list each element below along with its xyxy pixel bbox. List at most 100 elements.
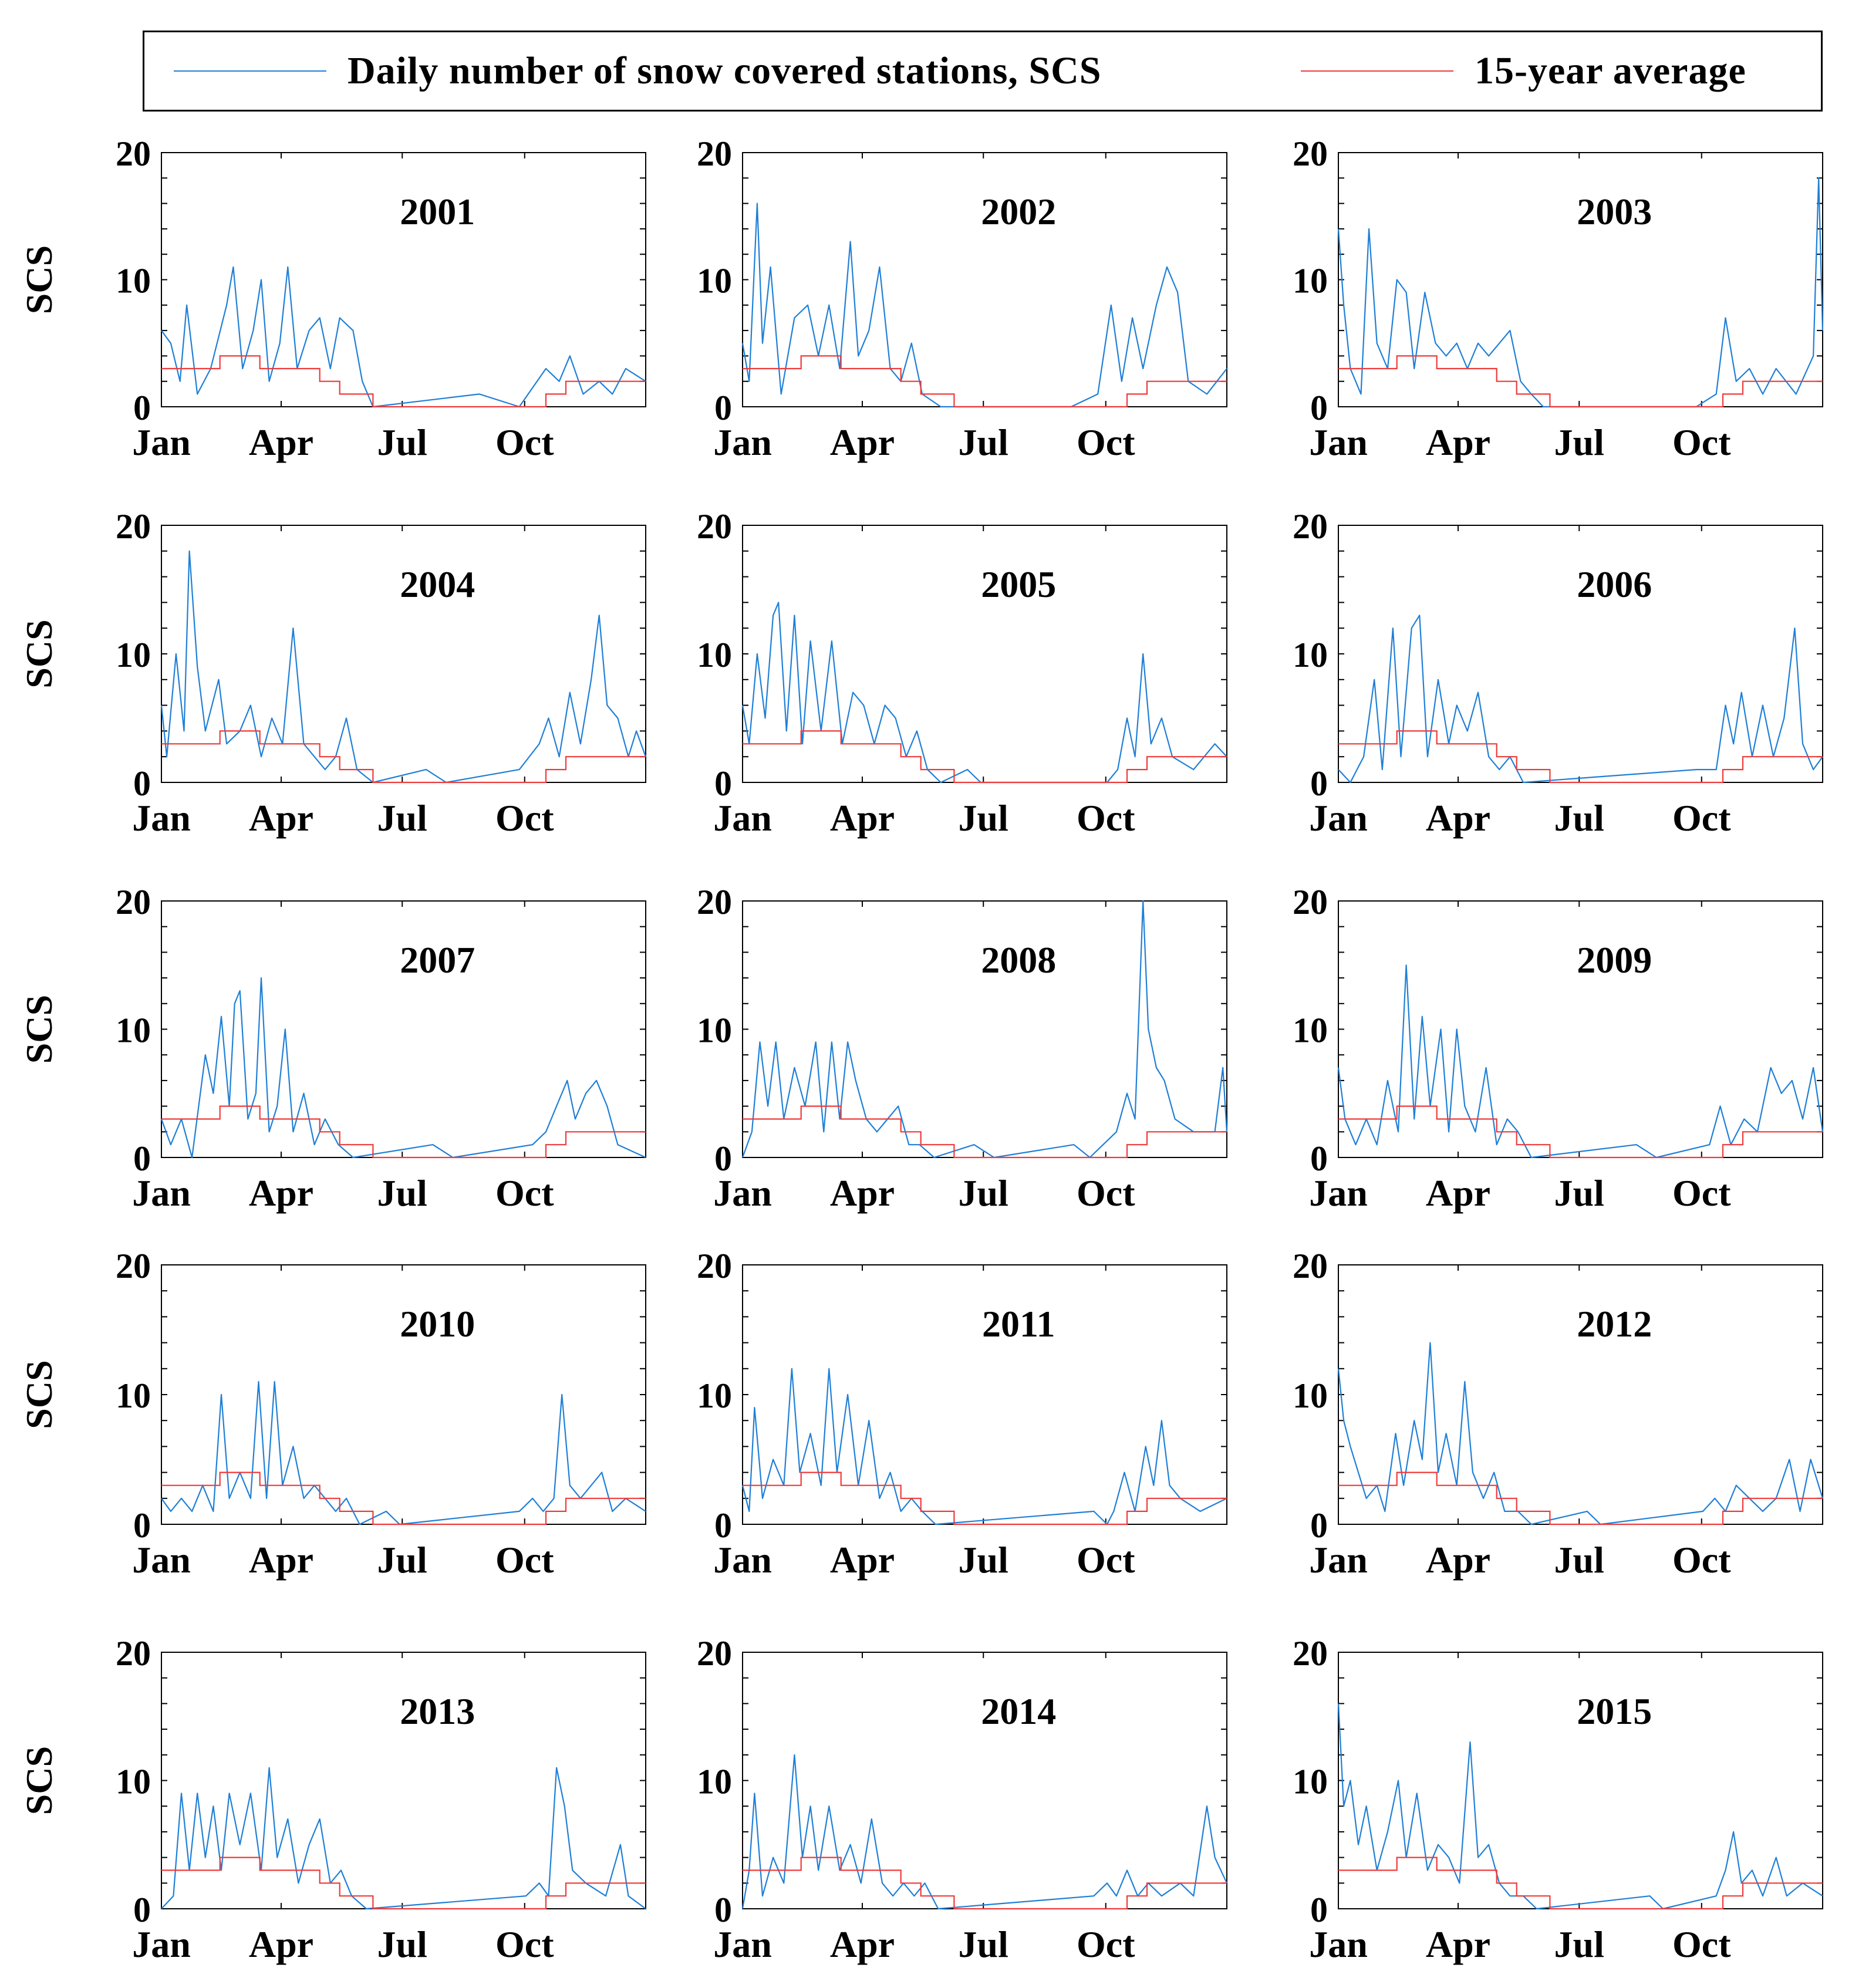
panel-2014: 0 10 20 Jan Apr Jul Oct 2014 [697,1634,1227,1965]
panel-2009: 0 10 20 Jan Apr Jul Oct 2009 [1293,883,1824,1214]
panel-2013: 0 10 20 Jan Apr Jul Oct 2013 SCS [18,1634,646,1965]
x-tick-label: Oct [1077,797,1135,839]
panel-year-label: 2001 [400,191,475,232]
y-tick-label: 0 [133,1139,151,1178]
panel-year-label: 2011 [982,1303,1055,1345]
series-average-line [161,730,646,784]
x-tick-label: Oct [1672,1539,1731,1581]
series-daily-line [741,1368,1227,1525]
y-tick-label: 0 [1310,1139,1328,1178]
y-tick-label: 20 [1293,1247,1328,1285]
x-tick-label: Jul [1554,1172,1604,1214]
series-average-line [743,1471,1227,1525]
legend-label-average: 15-year average [1475,49,1746,92]
series-average-line [743,730,1227,784]
y-tick-label: 20 [1293,134,1328,173]
x-tick-label: Oct [1077,1172,1135,1214]
x-tick-label: Jan [132,797,191,839]
panel-2001: 0 10 20 Jan Apr Jul Oct 2001 SCS [18,134,646,463]
x-tick-label: Jan [713,421,772,463]
x-tick-label: Oct [1672,797,1731,839]
y-axis-title: SCS [18,619,60,688]
y-tick-label: 10 [697,1763,732,1801]
panel-year-label: 2015 [1577,1690,1652,1732]
y-tick-label: 20 [116,134,151,173]
series-daily-line [161,1767,646,1910]
series-average-line [161,355,646,408]
x-tick-label: Apr [830,1172,895,1214]
y-tick-label: 0 [133,389,151,427]
x-tick-label: Apr [249,797,313,839]
series-average-line [161,1857,646,1910]
x-tick-label: Jan [1309,1172,1368,1214]
legend: Daily number of snow covered stations, S… [143,31,1823,112]
panel-2008: 0 10 20 Jan Apr Jul Oct 2008 [697,883,1228,1214]
x-tick-label: Apr [249,1172,313,1214]
panel-2010: 0 10 20 Jan Apr Jul Oct 2010 SCS [18,1247,646,1581]
x-tick-label: Oct [1077,421,1135,463]
panel-year-label: 2014 [981,1690,1056,1732]
panel-2011: 0 10 20 Jan Apr Jul Oct 2011 [697,1247,1227,1581]
x-tick-label: Jan [713,797,772,839]
y-tick-label: 20 [116,883,151,922]
panel-2005: 0 10 20 Jan Apr Jul Oct 2005 [697,507,1227,839]
panel-year-label: 2010 [400,1303,475,1345]
x-tick-label: Oct [495,1172,554,1214]
panel-2012: 0 10 20 Jan Apr Jul Oct 2012 [1293,1247,1824,1581]
y-tick-label: 10 [116,1763,151,1801]
x-tick-label: Oct [1077,1539,1135,1581]
y-tick-label: 0 [714,1506,732,1545]
y-axis-title: SCS [18,1360,60,1429]
y-tick-label: 10 [1293,1011,1328,1050]
y-tick-label: 0 [714,764,732,803]
x-tick-label: Jan [1309,1923,1368,1965]
y-tick-label: 10 [1293,1376,1328,1415]
series-daily-line [741,202,1227,408]
x-tick-label: Apr [1426,797,1490,839]
x-tick-label: Apr [1426,1923,1490,1965]
x-tick-label: Jul [959,1172,1008,1214]
x-tick-label: Apr [1426,421,1490,463]
series-daily-line [160,977,646,1159]
panel-year-label: 2009 [1577,939,1652,981]
panel-year-label: 2005 [981,563,1056,605]
series-average-line [161,1105,646,1159]
y-tick-label: 10 [116,1011,151,1050]
y-tick-label: 0 [714,1891,732,1929]
y-tick-label: 0 [1310,1891,1328,1929]
series-daily-line [1337,1703,1823,1910]
x-tick-label: Jul [377,421,427,463]
y-tick-label: 0 [133,1891,151,1929]
x-tick-label: Jul [377,797,427,839]
panel-year-label: 2006 [1577,563,1652,605]
panel-year-label: 2003 [1577,191,1652,232]
series-average-line [1338,355,1823,408]
x-tick-label: Jan [713,1539,772,1581]
panel-year-label: 2007 [400,939,475,981]
y-tick-label: 20 [697,507,732,546]
series-average-line [1338,1105,1823,1159]
x-tick-label: Jan [1309,1539,1368,1581]
y-tick-label: 20 [116,1247,151,1285]
x-tick-label: Jan [132,1923,191,1965]
series-daily-line [741,602,1227,784]
y-tick-label: 10 [116,262,151,301]
panel-2006: 0 10 20 Jan Apr Jul Oct 2006 [1293,507,1823,839]
y-tick-label: 10 [697,636,732,674]
series-average-line [161,1471,646,1525]
panel-2015: 0 10 20 Jan Apr Jul Oct 2015 [1293,1634,1823,1965]
panel-year-label: 2013 [400,1690,475,1732]
panel-2002: 0 10 20 Jan Apr Jul Oct 2002 [697,134,1227,463]
x-tick-label: Jul [1554,797,1604,839]
y-tick-label: 20 [697,883,732,922]
y-tick-label: 10 [697,1011,732,1050]
series-average-line [743,1857,1227,1910]
x-tick-label: Jul [1554,421,1604,463]
y-tick-label: 20 [1293,883,1328,922]
series-daily-line [741,1754,1227,1910]
series-average-line [743,1105,1227,1159]
x-tick-label: Apr [830,421,895,463]
x-tick-label: Oct [495,1539,554,1581]
y-tick-label: 10 [1293,1763,1328,1801]
